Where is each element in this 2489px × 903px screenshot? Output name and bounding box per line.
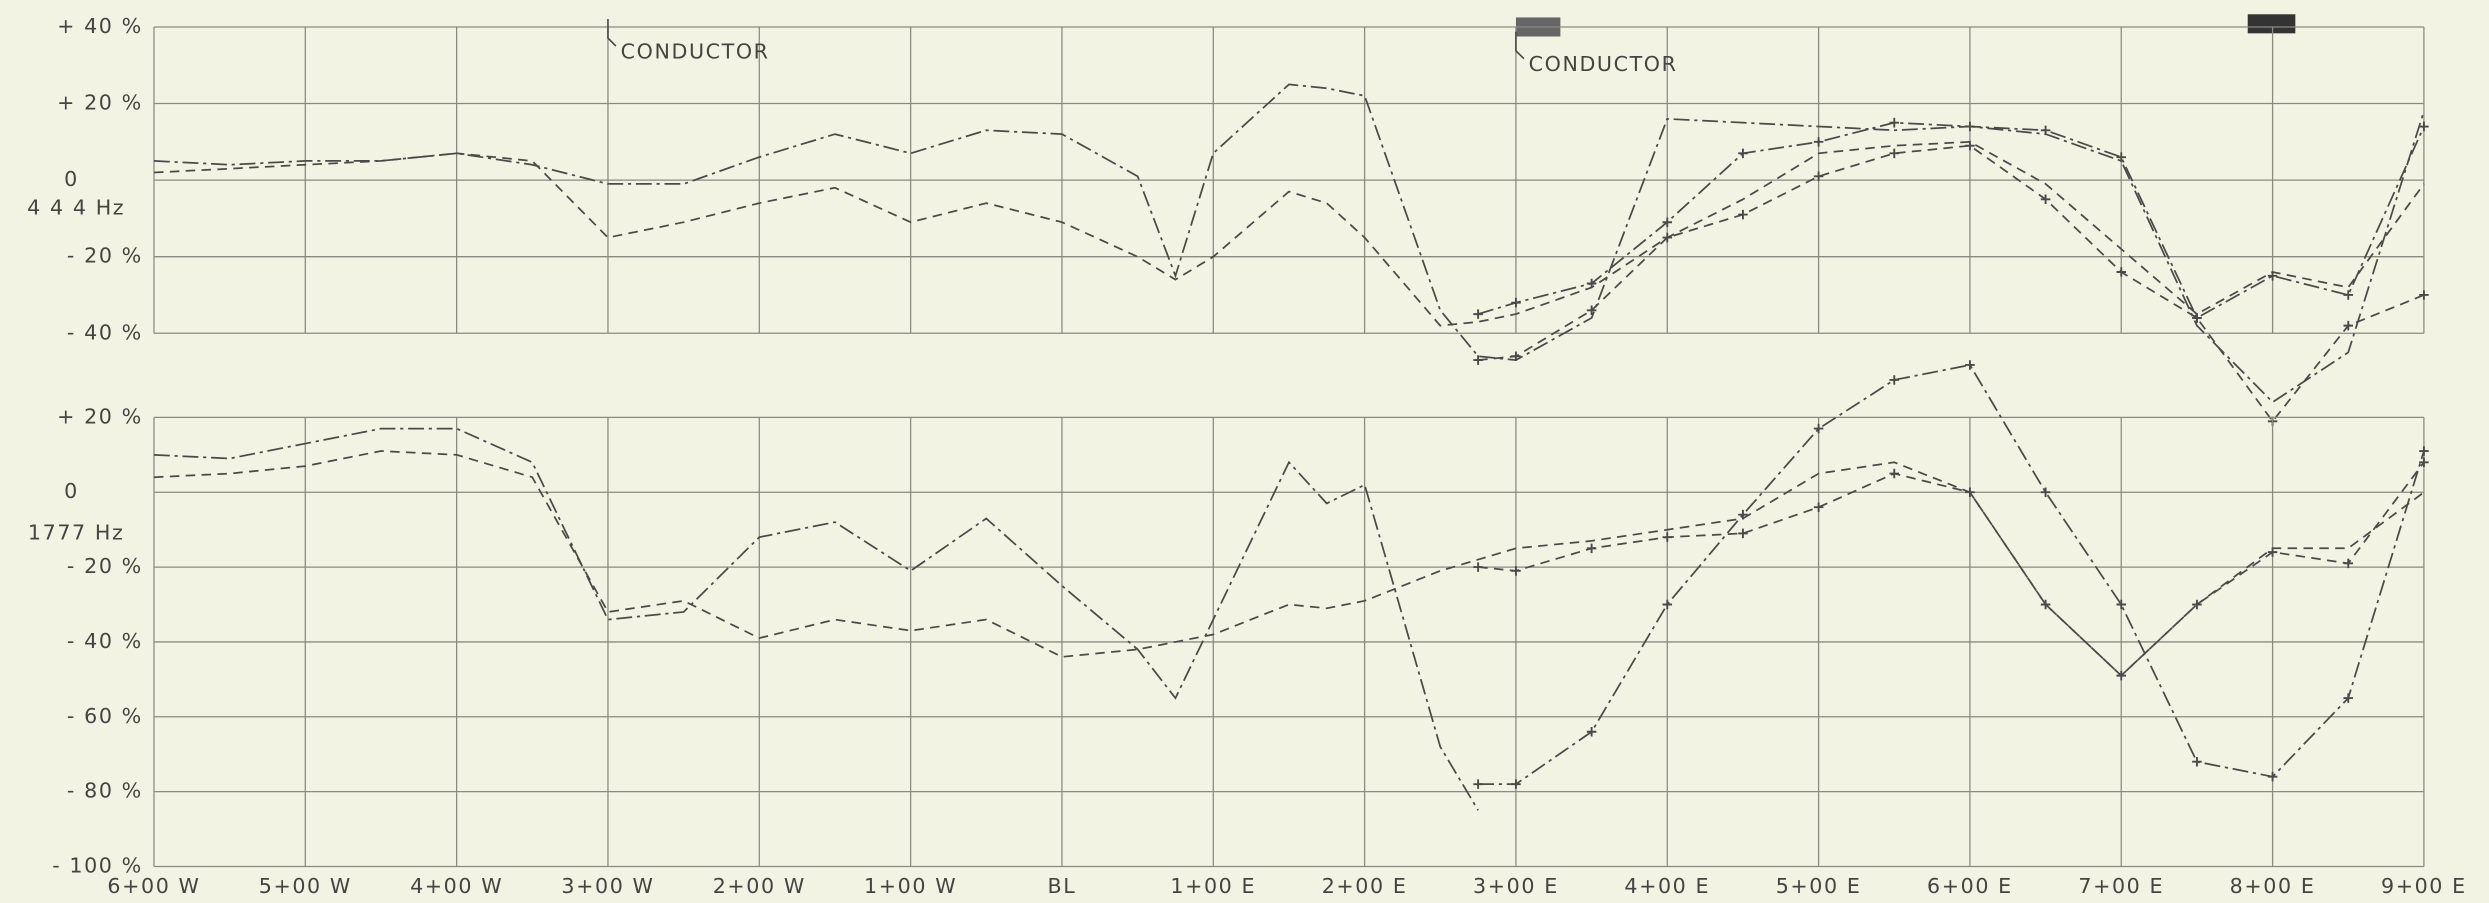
y-tick-label: - 60 % — [67, 704, 143, 728]
y-tick-label: 0 — [64, 479, 79, 503]
series-line — [1478, 461, 2425, 677]
point-marker — [1813, 137, 1824, 147]
y-tick-label: - 100 % — [52, 854, 143, 878]
x-tick-label: 6+00 E — [1927, 874, 2013, 898]
x-tick-label: 5+00 W — [259, 874, 352, 898]
point-marker — [2419, 290, 2429, 300]
point-marker — [2267, 271, 2278, 281]
point-marker — [2040, 194, 2051, 205]
point-marker — [2116, 599, 2127, 610]
y-tick-label: + 20 % — [57, 404, 143, 428]
point-marker — [1511, 351, 1521, 362]
x-tick-label: 4+00 W — [410, 874, 503, 898]
y-tick-label: - 80 % — [67, 779, 143, 803]
point-marker — [2040, 125, 2051, 136]
point-marker — [2419, 446, 2429, 456]
point-marker — [1889, 375, 1900, 385]
x-tick-label: 2+00 W — [713, 874, 806, 898]
y-axis-label: 1777 Hz — [28, 520, 125, 544]
point-marker — [1965, 360, 1975, 370]
series-line — [1478, 144, 2425, 423]
point-marker — [1473, 355, 1483, 365]
y-axis-label: 4 4 4 Hz — [27, 196, 125, 220]
annotation: CONDUCTOR — [1529, 52, 1678, 76]
point-marker — [1813, 423, 1824, 434]
point-marker — [1662, 232, 1673, 243]
x-tick-label: 6+00 W — [107, 874, 200, 898]
point-marker — [1662, 532, 1673, 542]
point-marker — [2343, 320, 2354, 331]
series-line — [153, 83, 2425, 404]
point-marker — [1965, 487, 1975, 497]
y-tick-label: - 20 % — [67, 244, 143, 268]
x-tick-label: 1+00 E — [1170, 874, 1256, 898]
point-marker — [2192, 599, 2202, 610]
x-tick-label: 7+00 E — [2078, 874, 2164, 898]
point-marker — [2343, 558, 2354, 569]
point-marker — [1511, 779, 1521, 789]
point-marker — [1965, 140, 1975, 151]
point-marker — [1889, 468, 1900, 479]
x-tick-label: 2+00 E — [1322, 874, 1408, 898]
point-marker — [1662, 599, 1673, 610]
point-marker — [1511, 566, 1521, 576]
x-tick-label: 9+00 E — [2381, 874, 2467, 898]
point-marker — [1738, 209, 1748, 220]
annotation-arrow — [607, 19, 617, 47]
point-marker — [2116, 267, 2127, 277]
point-marker — [1586, 305, 1597, 316]
point-marker — [1586, 543, 1597, 554]
point-marker — [1473, 309, 1483, 319]
point-marker — [1813, 171, 1824, 182]
series-line — [153, 450, 2425, 677]
x-tick-label: BL — [1048, 874, 1077, 898]
annotation-arrow — [1515, 31, 1525, 60]
point-marker — [2192, 313, 2202, 323]
point-marker — [1738, 148, 1748, 159]
point-marker — [2419, 457, 2429, 468]
point-marker — [2192, 756, 2202, 767]
y-tick-label: + 40 % — [57, 14, 143, 38]
y-tick-label: - 40 % — [67, 629, 143, 653]
x-tick-label: 3+00 E — [1473, 874, 1559, 898]
point-marker — [1813, 502, 1824, 512]
point-marker — [1586, 278, 1597, 289]
point-marker — [1889, 148, 1900, 159]
series-line — [1478, 364, 2425, 786]
x-tick-label: 3+00 W — [561, 874, 654, 898]
point-marker — [2040, 487, 2051, 497]
x-tick-label: 1+00 W — [864, 874, 957, 898]
point-marker — [2040, 599, 2051, 610]
x-tick-label: 8+00 E — [2230, 874, 2316, 898]
point-marker — [1473, 562, 1483, 572]
annotation: CONDUCTOR — [621, 39, 770, 63]
y-tick-label: 0 — [64, 167, 79, 191]
y-tick-label: - 20 % — [67, 554, 143, 578]
series-line — [1477, 121, 2425, 320]
point-marker — [1473, 779, 1483, 789]
point-marker — [2343, 290, 2354, 300]
y-tick-label: - 40 % — [67, 320, 143, 344]
point-marker — [1738, 528, 1748, 539]
point-marker — [1511, 297, 1521, 308]
point-marker — [2267, 771, 2278, 782]
series-line — [153, 427, 1479, 811]
point-marker — [2116, 670, 2127, 681]
x-tick-label: 5+00 E — [1776, 874, 1862, 898]
point-marker — [1889, 117, 1900, 128]
x-tick-label: 4+00 E — [1624, 874, 1710, 898]
point-marker — [2343, 693, 2354, 703]
point-marker — [2419, 121, 2429, 132]
point-marker — [1738, 509, 1748, 520]
y-tick-label: + 20 % — [57, 91, 143, 115]
series-line — [153, 140, 2425, 327]
point-marker — [1965, 121, 1975, 132]
point-marker — [1586, 727, 1597, 737]
point-marker — [1662, 217, 1673, 228]
point-marker — [2116, 152, 2127, 162]
point-marker — [2267, 547, 2278, 557]
conductor-marker — [2247, 14, 2296, 34]
